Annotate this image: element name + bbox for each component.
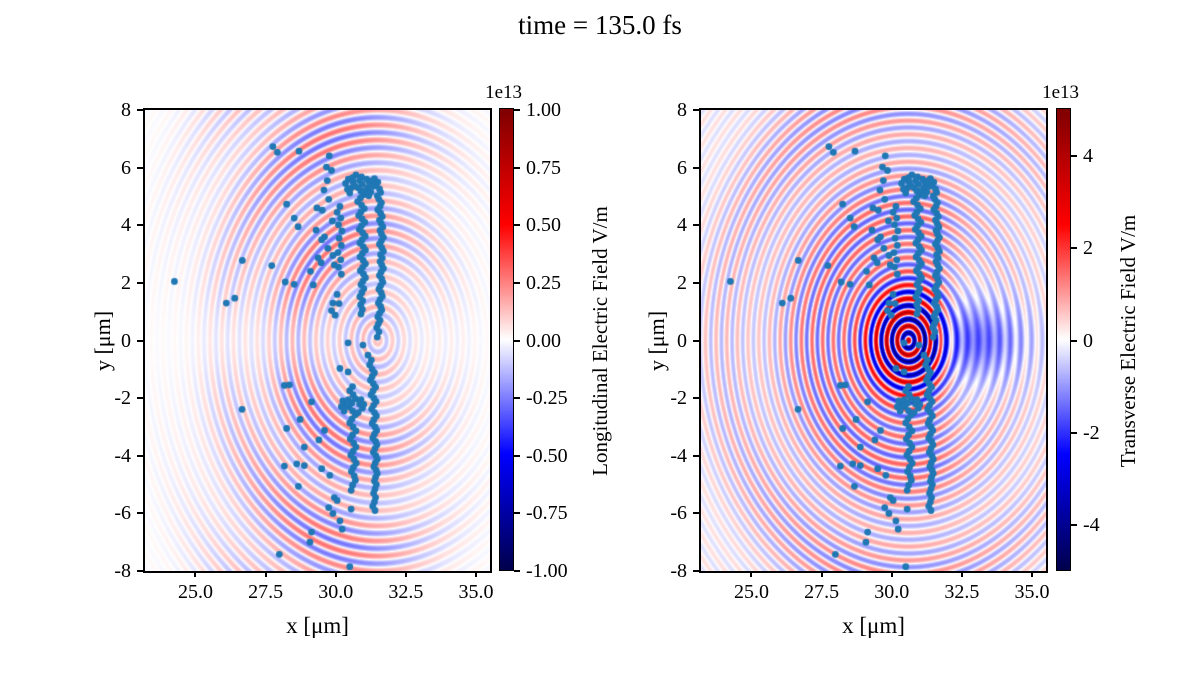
y-tick-mark xyxy=(693,512,699,515)
colorbar-tick-label: -0.25 xyxy=(526,387,568,410)
colorbar-tick-label: -4 xyxy=(1083,513,1100,536)
y-tick-mark xyxy=(693,570,699,572)
y-tick-label: -4 xyxy=(114,444,131,467)
colorbar-tick-mark xyxy=(514,512,520,515)
colorbar-tick-mark xyxy=(514,166,520,169)
colorbar-tick-label: -0.50 xyxy=(526,444,568,467)
y-tick-label: 4 xyxy=(677,214,687,237)
x-tick-mark xyxy=(264,571,267,577)
y-tick-mark xyxy=(137,224,143,227)
colorbar-tick-label: 1.00 xyxy=(526,99,561,121)
x-tick-label: 27.5 xyxy=(248,581,284,603)
y-tick-mark xyxy=(137,109,143,111)
x-tick-label: 25.0 xyxy=(733,581,769,603)
colorbar-tick-label: -1.00 xyxy=(526,560,568,582)
y-tick-mark xyxy=(137,281,143,284)
x-tick-label: 35.0 xyxy=(458,581,494,603)
y-tick-mark xyxy=(137,397,143,400)
y-tick-mark xyxy=(693,339,699,342)
y-tick-label: -2 xyxy=(114,387,131,410)
colorbar-tick-label: 0.00 xyxy=(526,329,561,352)
x-tick-label: 25.0 xyxy=(177,581,213,603)
colorbar-tick-label: 0.50 xyxy=(526,214,561,237)
x-tick-mark xyxy=(890,571,893,577)
y-tick-mark xyxy=(693,109,699,111)
y-tick-mark xyxy=(693,454,699,457)
x-tick-mark xyxy=(750,571,753,577)
y-tick-label: -4 xyxy=(670,444,687,467)
y-tick-mark xyxy=(693,224,699,227)
x-tick-mark xyxy=(1030,571,1033,577)
x-tick-mark xyxy=(194,571,197,577)
colorbar-tick-label: 0 xyxy=(1083,329,1093,352)
y-tick-label: -6 xyxy=(670,502,687,525)
right-colorbar-offset-text: 1e13 xyxy=(1042,82,1079,103)
y-tick-label: -8 xyxy=(670,560,687,582)
colorbar-tick-label: 0.75 xyxy=(526,156,561,179)
y-tick-label: -8 xyxy=(114,560,131,582)
y-tick-label: 2 xyxy=(677,271,687,294)
x-tick-mark xyxy=(820,571,823,577)
x-tick-label: 35.0 xyxy=(1014,581,1050,603)
colorbar-tick-mark xyxy=(514,224,520,227)
right-axes xyxy=(699,108,1048,573)
y-tick-mark xyxy=(137,339,143,342)
colorbar-tick-label: 0.25 xyxy=(526,271,561,294)
colorbar-tick-mark xyxy=(1071,431,1077,434)
colorbar-tick-label: -0.75 xyxy=(526,502,568,525)
right-colorbar-gradient xyxy=(1057,109,1070,570)
y-tick-mark xyxy=(137,454,143,457)
x-tick-mark xyxy=(404,571,407,577)
left-field-scatter-canvas xyxy=(145,110,490,571)
y-tick-label: 2 xyxy=(121,271,131,294)
colorbar-tick-label: 4 xyxy=(1083,145,1093,168)
left-colorbar xyxy=(499,108,514,571)
left-colorbar-offset-text: 1e13 xyxy=(485,82,522,103)
colorbar-tick-mark xyxy=(1071,247,1077,250)
colorbar-tick-label: -2 xyxy=(1083,421,1100,444)
right-field-scatter-canvas xyxy=(701,110,1046,571)
x-tick-label: 32.5 xyxy=(944,581,980,603)
x-tick-mark xyxy=(960,571,963,577)
colorbar-tick-mark xyxy=(514,454,520,457)
left-colorbar-gradient xyxy=(500,109,513,570)
y-tick-label: 6 xyxy=(121,156,131,179)
right-xaxis-label: x [μm] xyxy=(842,613,905,638)
y-tick-label: 6 xyxy=(677,156,687,179)
colorbar-tick-mark xyxy=(514,281,520,284)
y-tick-mark xyxy=(137,166,143,169)
y-tick-label: 4 xyxy=(121,214,131,237)
colorbar-tick-mark xyxy=(514,397,520,400)
x-tick-label: 30.0 xyxy=(874,581,910,603)
y-tick-mark xyxy=(137,570,143,572)
y-tick-mark xyxy=(693,281,699,284)
y-tick-mark xyxy=(693,397,699,400)
colorbar-tick-mark xyxy=(514,109,520,111)
colorbar-tick-mark xyxy=(514,339,520,342)
x-tick-label: 32.5 xyxy=(388,581,424,603)
y-tick-mark xyxy=(137,512,143,515)
y-tick-label: 0 xyxy=(121,329,131,352)
y-tick-label: -6 xyxy=(114,502,131,525)
y-tick-label: 0 xyxy=(677,329,687,352)
y-tick-label: -2 xyxy=(670,387,687,410)
x-tick-mark xyxy=(334,571,337,577)
y-tick-mark xyxy=(693,166,699,169)
figure-title: time = 135.0 fs xyxy=(518,10,682,40)
colorbar-tick-mark xyxy=(1071,523,1077,526)
left-axes xyxy=(143,108,492,573)
x-tick-label: 30.0 xyxy=(318,581,354,603)
y-tick-label: 8 xyxy=(121,99,131,121)
colorbar-tick-mark xyxy=(1071,155,1077,158)
right-colorbar xyxy=(1056,108,1071,571)
colorbar-tick-label: 2 xyxy=(1083,237,1093,260)
colorbar-tick-mark xyxy=(1071,339,1077,342)
x-tick-mark xyxy=(474,571,477,577)
y-tick-label: 8 xyxy=(677,99,687,121)
left-xaxis-label: x [μm] xyxy=(286,613,349,638)
colorbar-tick-mark xyxy=(514,570,520,572)
x-tick-label: 27.5 xyxy=(804,581,840,603)
